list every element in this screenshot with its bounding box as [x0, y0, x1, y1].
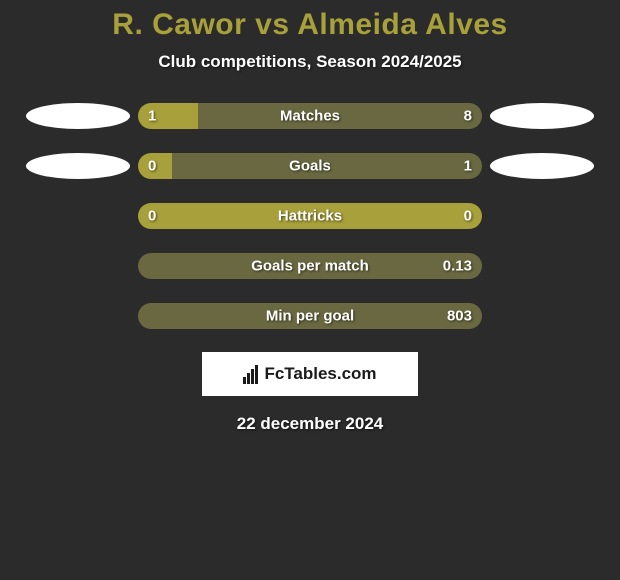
stat-bar: 803 Min per goal — [138, 303, 482, 329]
subtitle: Club competitions, Season 2024/2025 — [0, 52, 620, 72]
avatar-slot-right — [482, 153, 602, 179]
stat-value-right: 0.13 — [443, 258, 472, 275]
stat-bar: 0.13 Goals per match — [138, 253, 482, 279]
bar-segment-right — [198, 103, 482, 129]
bar-chart-icon — [243, 364, 258, 384]
stat-name-label: Matches — [280, 108, 340, 125]
brand-box[interactable]: FcTables.com — [202, 352, 418, 396]
player-avatar-left — [26, 103, 130, 129]
stat-name-label: Goals — [289, 158, 331, 175]
avatar-slot-left — [18, 153, 138, 179]
brand-text: FcTables.com — [264, 364, 376, 384]
stat-value-left: 1 — [148, 108, 156, 125]
title-text: R. Cawor vs Almeida Alves — [112, 8, 507, 41]
stat-name-label: Min per goal — [266, 308, 354, 325]
stat-bar: 0 0 Hattricks — [138, 203, 482, 229]
stat-value-right: 8 — [464, 108, 472, 125]
stat-value-right: 803 — [447, 308, 472, 325]
stat-value-left: 0 — [148, 208, 156, 225]
stat-rows: 1 8 Matches 0 1 Goals 0 0 Hattricks 0.13 Goals per… — [0, 102, 620, 330]
stat-name-label: Hattricks — [278, 208, 342, 225]
stat-row: 0 0 Hattricks — [0, 202, 620, 230]
date-label: 22 december 2024 — [0, 414, 620, 434]
stat-value-right: 0 — [464, 208, 472, 225]
comparison-container: R. Cawor vs Almeida Alves Club competiti… — [0, 0, 620, 434]
stat-value-left: 0 — [148, 158, 156, 175]
stat-row: 0.13 Goals per match — [0, 252, 620, 280]
stat-row: 0 1 Goals — [0, 152, 620, 180]
stat-bar: 0 1 Goals — [138, 153, 482, 179]
player-avatar-right — [490, 103, 594, 129]
stat-row: 803 Min per goal — [0, 302, 620, 330]
stat-row: 1 8 Matches — [0, 102, 620, 130]
avatar-slot-left — [18, 103, 138, 129]
avatar-slot-right — [482, 103, 602, 129]
stat-value-right: 1 — [464, 158, 472, 175]
stat-bar: 1 8 Matches — [138, 103, 482, 129]
page-title: R. Cawor vs Almeida Alves — [0, 8, 620, 42]
player-avatar-right — [490, 153, 594, 179]
stat-name-label: Goals per match — [251, 258, 369, 275]
player-avatar-left — [26, 153, 130, 179]
